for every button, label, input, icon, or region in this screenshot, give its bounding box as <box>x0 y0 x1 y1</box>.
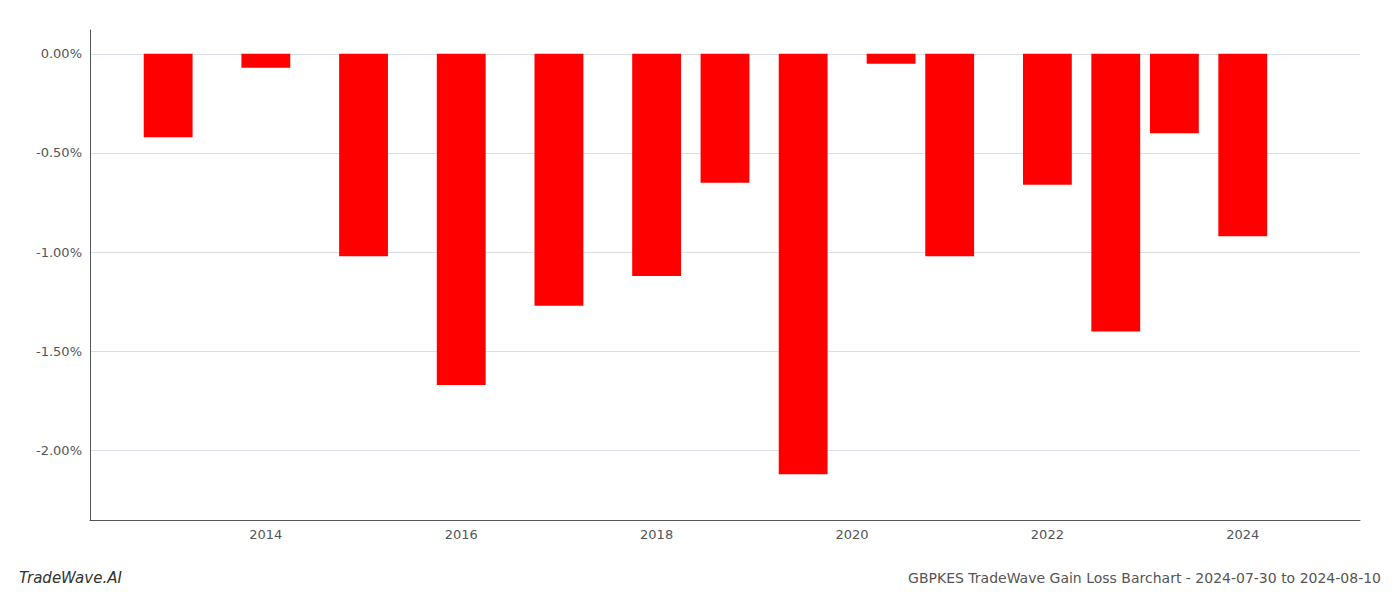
svg-text:2016: 2016 <box>445 527 478 542</box>
svg-text:2020: 2020 <box>835 527 868 542</box>
svg-text:TradeWave.AI: TradeWave.AI <box>19 569 122 587</box>
svg-text:2024: 2024 <box>1226 527 1259 542</box>
svg-text:-0.50%: -0.50% <box>36 145 82 160</box>
svg-text:-1.00%: -1.00% <box>36 245 82 260</box>
svg-text:GBPKES TradeWave Gain Loss Bar: GBPKES TradeWave Gain Loss Barchart - 20… <box>908 570 1381 586</box>
svg-text:2022: 2022 <box>1031 527 1064 542</box>
svg-text:-2.00%: -2.00% <box>36 443 82 458</box>
svg-text:2018: 2018 <box>640 527 673 542</box>
svg-text:0.00%: 0.00% <box>41 46 82 61</box>
svg-text:2014: 2014 <box>249 527 282 542</box>
svg-text:-1.50%: -1.50% <box>36 344 82 359</box>
